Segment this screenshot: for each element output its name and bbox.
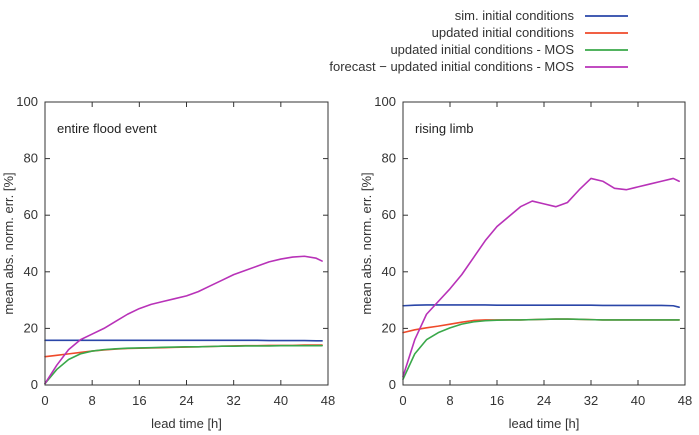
series-line-1 [402, 304, 680, 308]
x-tick-label: 24 [537, 393, 551, 408]
x-tick-label: 0 [399, 393, 406, 408]
plot-frame [402, 101, 686, 386]
y-tick-label: 80 [382, 151, 396, 166]
y-tick-label: 40 [24, 264, 38, 279]
x-tick-label: 24 [179, 393, 193, 408]
y-axis-label: mean abs. norm. err. [%] [1, 172, 16, 314]
x-axis-label: lead time [h] [151, 416, 222, 431]
plot-frame [44, 101, 329, 386]
y-tick-label: 0 [31, 377, 38, 392]
y-tick-label: 40 [382, 264, 396, 279]
x-tick-label: 40 [631, 393, 645, 408]
legend-label: forecast − updated initial conditions - … [329, 59, 574, 74]
x-tick-label: 0 [41, 393, 48, 408]
series-line-4 [44, 255, 323, 385]
chart-panel-entire-flood-event: 0 8 16 24 32 40 48 0 20 40 60 80 100 entire flood eve… [1, 94, 335, 431]
x-tick-label: 48 [678, 393, 692, 408]
x-tick-label: 8 [89, 393, 96, 408]
series-line-4 [402, 177, 680, 378]
y-tick-label: 0 [389, 377, 396, 392]
y-tick-label: 100 [16, 94, 38, 109]
y-tick-label: 20 [382, 320, 396, 335]
series-line-1 [44, 339, 323, 342]
x-tick-label: 8 [446, 393, 453, 408]
x-tick-label: 32 [584, 393, 598, 408]
x-tick-label: 16 [490, 393, 504, 408]
series-line-3 [44, 344, 323, 385]
x-axis-label: lead time [h] [509, 416, 580, 431]
y-tick-label: 60 [24, 207, 38, 222]
y-axis-label: mean abs. norm. err. [%] [359, 172, 374, 314]
x-tick-label: 40 [274, 393, 288, 408]
legend-label: updated initial conditions - MOS [390, 42, 574, 57]
series-line-3 [402, 318, 680, 381]
panel-title-entire-flood-event: entire flood event [57, 121, 157, 136]
chart-panel-rising-limb: 0 8 16 24 32 40 48 0 20 40 60 80 100 rising limb lead … [359, 94, 692, 431]
y-tick-label: 20 [24, 320, 38, 335]
x-tick-label: 32 [226, 393, 240, 408]
y-tick-label: 100 [374, 94, 396, 109]
y-tick-label: 80 [24, 151, 38, 166]
x-tick-label: 16 [132, 393, 146, 408]
panel-title-rising-limb: rising limb [415, 121, 474, 136]
y-tick-label: 60 [382, 207, 396, 222]
x-tick-label: 48 [321, 393, 335, 408]
legend-label: updated initial conditions [432, 25, 575, 40]
legend-label: sim. initial conditions [455, 8, 575, 23]
legend: sim. initial conditions updated initial c… [329, 8, 628, 74]
